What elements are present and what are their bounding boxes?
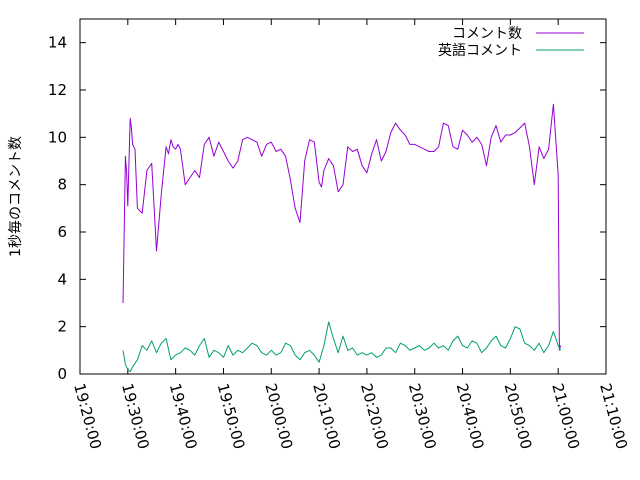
ticks-layer: 0 2 4 6 8 10 12 14 19:20:00 19:30:00 19:40:00 19:50… bbox=[48, 19, 631, 451]
series-layer bbox=[122, 103, 562, 373]
legend-label-2: 英語コメント bbox=[438, 42, 522, 59]
y-tick-label: 8 bbox=[57, 176, 67, 194]
series-line-1 bbox=[122, 103, 562, 351]
legend-label-1: コメント数 bbox=[452, 26, 522, 42]
x-tick-label: 21:00:00 bbox=[548, 381, 583, 451]
x-tick-label: 19:50:00 bbox=[214, 381, 249, 451]
x-tick-label: 20:40:00 bbox=[453, 381, 488, 451]
plot-frame bbox=[79, 18, 607, 375]
x-tick-label: 20:50:00 bbox=[500, 381, 535, 451]
x-tick-label: 19:30:00 bbox=[118, 381, 153, 451]
y-tick-label: 10 bbox=[48, 128, 67, 146]
y-tick-label: 14 bbox=[48, 34, 67, 52]
y-tick-label: 6 bbox=[57, 223, 67, 241]
x-tick-label: 20:30:00 bbox=[405, 381, 440, 451]
y-tick-label: 2 bbox=[57, 318, 67, 336]
x-tick-label: 20:20:00 bbox=[357, 381, 392, 451]
x-tick-label: 20:10:00 bbox=[309, 381, 344, 451]
y-tick-label: 12 bbox=[48, 81, 67, 99]
x-tick-label: 19:40:00 bbox=[166, 381, 201, 451]
y-axis-title-group: 1秒毎のコメント数 bbox=[8, 136, 24, 257]
x-tick-label: 21:10:00 bbox=[596, 381, 631, 451]
x-tick-label: 19:20:00 bbox=[70, 381, 105, 451]
series-line-2 bbox=[122, 321, 562, 373]
y-tick-label: 0 bbox=[57, 365, 67, 383]
x-tick-label: 20:00:00 bbox=[261, 381, 296, 451]
y-tick-label: 4 bbox=[57, 270, 67, 288]
y-axis-title: 1秒毎のコメント数 bbox=[8, 136, 24, 257]
